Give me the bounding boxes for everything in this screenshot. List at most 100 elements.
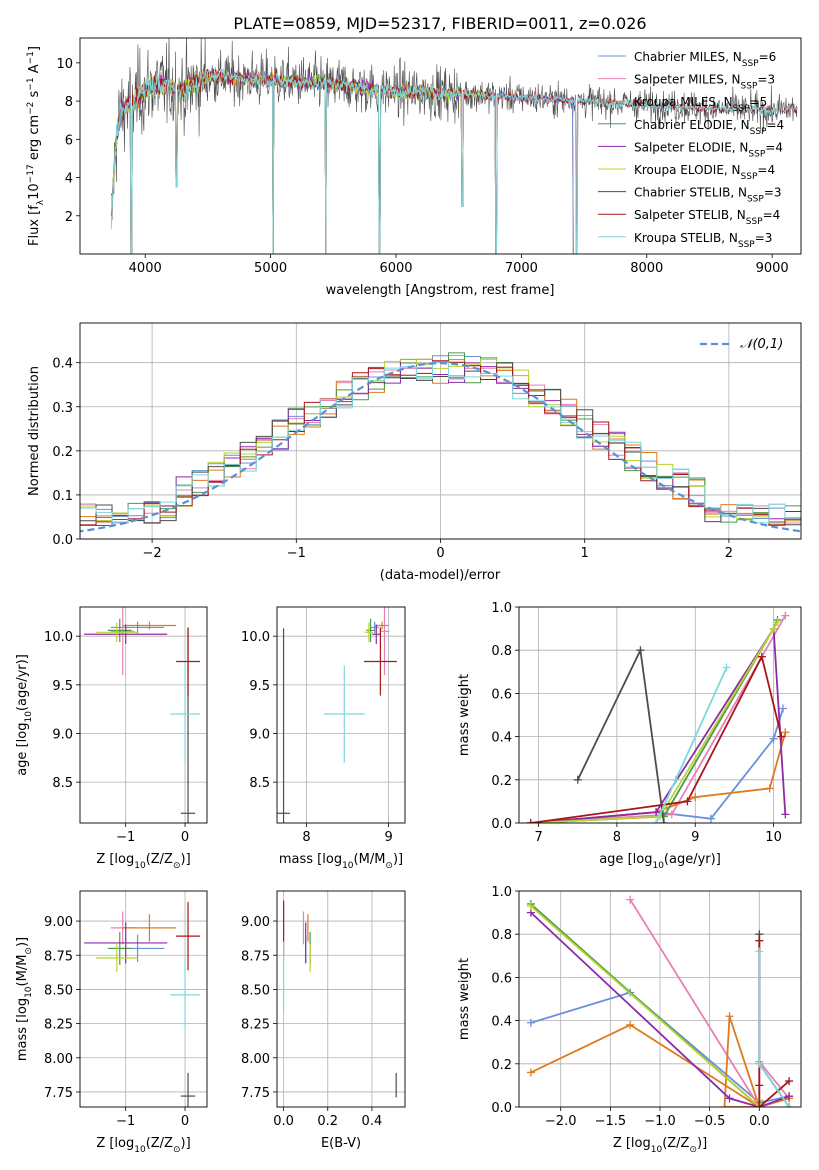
y-tick-label: 0.4 — [52, 357, 73, 372]
figure-title: PLATE=0859, MJD=52317, FIBERID=0011, z=0… — [233, 14, 646, 33]
y-axis-label: Flux [fλ10−17 erg cm−2 s−1 A−1] — [26, 46, 46, 246]
data-point — [691, 793, 700, 802]
x-tick-label: 2 — [725, 546, 733, 561]
normal-curve — [80, 361, 801, 533]
y-tick-label: 0.0 — [491, 817, 512, 832]
y-tick-label: 10.0 — [241, 630, 270, 645]
y-tick-label: 8.00 — [44, 1052, 73, 1067]
point-chabrier-stelib — [277, 628, 291, 823]
mass-vs-extinction-panel: 0.0 0.2 0.4 7.75 8.00 8.25 8.50 8.75 9.00 E(B-V) — [241, 890, 406, 1151]
axes-frame — [518, 606, 802, 824]
x-tick-label: 0 — [181, 830, 189, 845]
x-tick-label: 7000 — [505, 261, 538, 276]
weight-vs-age-panel: 7 8 9 10 0.0 0.2 0.4 0.6 0.8 1.0 age [log10(age/yr… — [457, 601, 802, 871]
data-point — [683, 797, 692, 806]
x-tick-label: 5000 — [254, 261, 287, 276]
y-tick-label: 9.5 — [249, 679, 270, 694]
point-kroupa-stelib — [170, 665, 200, 763]
y-tick-label: 8 — [65, 95, 73, 110]
legend-label: Chabrier STELIB, NSSP=3 — [634, 186, 782, 205]
data-point — [725, 1012, 734, 1021]
data-point — [526, 819, 535, 823]
hist-chabrier-miles — [80, 355, 801, 539]
x-tick-label: 1 — [581, 546, 589, 561]
x-tick-label: 0.2 — [317, 1114, 338, 1129]
y-tick-label: 0.2 — [491, 774, 512, 789]
age-vs-mass-panel: 8 9 8.5 9.0 9.5 10.0 mass [log10(M/M⊙)] — [241, 606, 406, 871]
legend-label: Kroupa ELODIE, NSSP=4 — [634, 163, 775, 182]
data-point — [781, 810, 790, 819]
data-point — [778, 704, 787, 713]
y-tick-label: 0.3 — [52, 401, 73, 416]
x-tick-label: 0 — [436, 546, 444, 561]
x-tick-label: 10 — [765, 830, 782, 845]
y-tick-label: 0.6 — [491, 687, 512, 702]
point-salpeter-miles — [379, 607, 390, 676]
y-tick-label: 4 — [65, 172, 73, 187]
y-tick-label: 0.2 — [52, 445, 73, 460]
x-tick-label: 7 — [534, 830, 542, 845]
data-point — [626, 895, 635, 904]
legend-label: Kroupa STELIB, NSSP=3 — [634, 231, 772, 250]
series-line — [530, 905, 761, 1107]
y-tick-label: 8.00 — [241, 1052, 270, 1067]
x-axis-label: (data-model)/error — [380, 568, 501, 583]
y-tick-label: 9.5 — [52, 679, 73, 694]
y-tick-label: 8.5 — [52, 776, 73, 791]
series-kroupa-elodie — [526, 902, 764, 1107]
legend-label: Salpeter STELIB, NSSP=4 — [634, 208, 780, 227]
data-point — [720, 1103, 729, 1107]
x-tick-label: −1 — [287, 546, 306, 561]
y-tick-label: 9.00 — [241, 915, 270, 930]
x-tick-label: 0 — [181, 1114, 189, 1129]
data-point — [785, 1077, 794, 1086]
x-axis-label: Z [log10(Z/Z⊙)] — [613, 1136, 707, 1155]
plot-area — [283, 900, 397, 1098]
point-salpeter-elodie — [84, 624, 168, 644]
data-point — [755, 936, 764, 945]
x-axis-label: mass [log10(M/M⊙)] — [279, 852, 403, 871]
point-kroupa-stelib — [170, 960, 200, 1030]
y-tick-label: 9.0 — [52, 727, 73, 742]
x-axis-label: age [log10(age/yr)] — [599, 852, 721, 871]
data-point — [785, 1092, 794, 1101]
y-tick-label: 0.8 — [491, 928, 512, 943]
data-point — [781, 728, 790, 737]
legend-label: Kroupa MILES, NSSP=5 — [634, 95, 767, 114]
x-axis-label: Z [log10(Z/Z⊙)] — [96, 1136, 190, 1155]
y-tick-label: 9.00 — [44, 915, 73, 930]
y-tick-label: 8.50 — [241, 983, 270, 998]
x-tick-label: 8 — [302, 830, 310, 845]
point-chabrier-elodie — [366, 618, 375, 643]
y-tick-label: 0.0 — [491, 1101, 512, 1116]
y-tick-label: 0.2 — [491, 1058, 512, 1073]
series-line — [530, 621, 779, 823]
point-salpeter-stelib — [176, 901, 200, 971]
x-tick-label: 0.0 — [273, 1114, 294, 1129]
plot-area — [526, 895, 794, 1107]
point-chabrier-elodie — [107, 618, 132, 643]
y-tick-label: 9.0 — [249, 727, 270, 742]
y-tick-label: 7.75 — [44, 1086, 73, 1101]
x-tick-label: 0.4 — [362, 1114, 383, 1129]
y-tick-label: 10.0 — [44, 630, 73, 645]
data-point — [785, 1103, 794, 1107]
data-point — [667, 810, 676, 819]
point-kroupa-elodie — [364, 622, 373, 643]
y-tick-label: 8.25 — [241, 1018, 270, 1033]
data-point — [652, 819, 661, 823]
x-tick-label: 9000 — [756, 261, 789, 276]
y-tick-label: 7.75 — [241, 1086, 270, 1101]
plot-area — [110, 38, 798, 254]
axes-frame — [79, 37, 802, 255]
axes-frame — [79, 890, 208, 1108]
point-chabrier-miles — [370, 621, 379, 634]
x-tick-label: 8 — [613, 830, 621, 845]
y-tick-label: 1.0 — [491, 601, 512, 616]
data-point — [526, 1068, 535, 1077]
data-point — [755, 947, 764, 956]
weight-vs-metallicity-panel: −2.0 −1.5 −1.0 −0.5 0.0 0.0 0.2 0.4 0.6 0.8 1.0 Z [… — [457, 885, 802, 1155]
legend-label: Chabrier ELODIE, NSSP=4 — [634, 118, 784, 137]
x-tick-label: 6000 — [379, 261, 412, 276]
